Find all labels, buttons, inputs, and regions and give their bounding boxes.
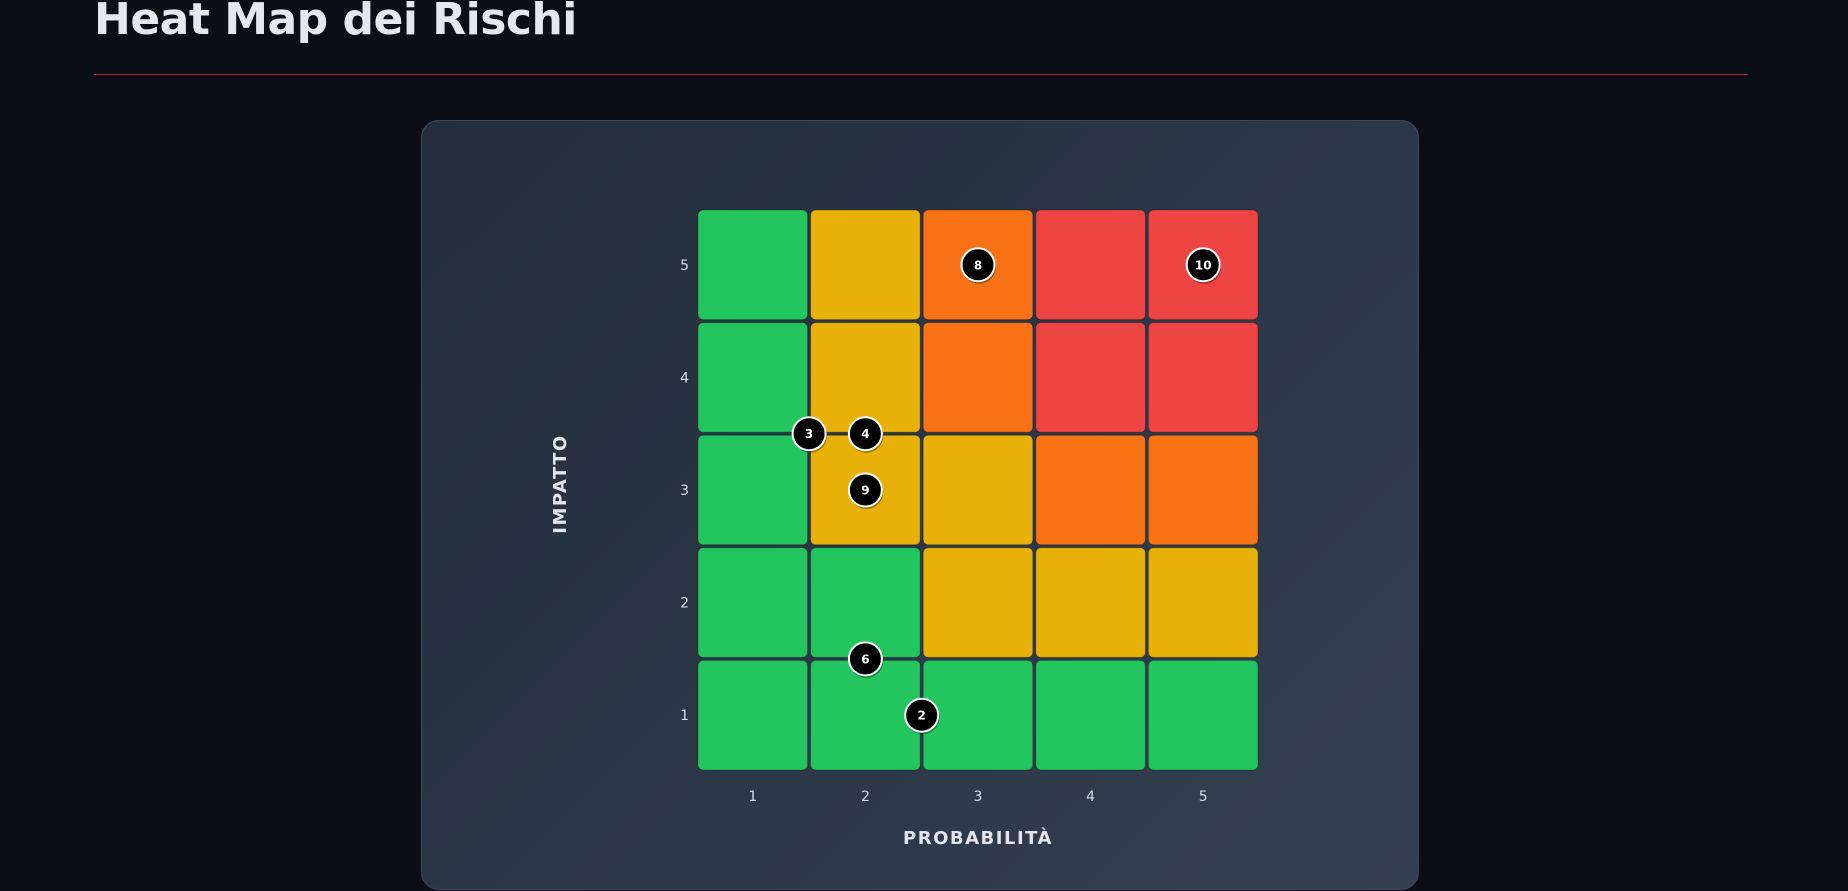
- risk-marker-label: 9: [861, 484, 869, 498]
- heatmap-cell-p2-i2: [810, 547, 921, 658]
- heatmap-cell-p1-i5: [697, 209, 809, 321]
- risk-marker-3[interactable]: 3: [791, 416, 828, 453]
- heatmap-cell-p1-i2: [697, 547, 809, 658]
- heatmap-cell-p3-i3: [922, 434, 1034, 546]
- heatmap-panel: 1 2 3 4 5 1 2 3 4 5 PROBABILITÀ IMPATTO 2 3 4 6 8 9 10: [421, 120, 1419, 890]
- heatmap-cell-p5-i4: [1147, 322, 1259, 433]
- risk-marker-label: 6: [861, 652, 869, 666]
- y-tick-label: 1: [680, 708, 689, 724]
- risk-marker-10[interactable]: 10: [1185, 247, 1222, 284]
- heatmap-cell-p2-i5: [810, 209, 921, 321]
- heatmap-cell-p3-i4: [922, 322, 1034, 433]
- x-tick-label: 1: [748, 789, 757, 805]
- heatmap-cell-p1-i3: [697, 434, 809, 546]
- page-title: Heat Map dei Rischi: [94, 0, 577, 45]
- heatmap-cell-p3-i1: [922, 659, 1034, 771]
- heatmap-cell-p4-i3: [1035, 434, 1146, 546]
- heatmap-cell-p5-i2: [1147, 547, 1259, 658]
- heatmap-cell-p4-i1: [1035, 659, 1146, 771]
- heatmap-cell-p5-i1: [1147, 659, 1259, 771]
- risk-marker-label: 10: [1195, 258, 1212, 272]
- risk-marker-label: 8: [974, 258, 982, 272]
- x-tick-label: 3: [974, 789, 983, 805]
- title-divider: [94, 74, 1748, 75]
- risk-marker-9[interactable]: 9: [847, 472, 884, 510]
- heatmap-cell-p1-i1: [697, 659, 809, 771]
- y-tick-label: 3: [680, 483, 689, 499]
- risk-marker-label: 3: [805, 427, 813, 441]
- heatmap-cell-p4-i4: [1035, 322, 1146, 433]
- risk-heatmap-chart: 1 2 3 4 5 1 2 3 4 5 PROBABILITÀ IMPATTO 2 3 4 6 8 9 10: [550, 209, 1259, 849]
- x-tick-label: 4: [1086, 789, 1095, 805]
- y-tick-label: 5: [680, 258, 689, 274]
- heatmap-cell-p2-i4: [810, 322, 921, 433]
- x-tick-label: 2: [861, 789, 870, 805]
- risk-marker-2[interactable]: 2: [904, 697, 940, 735]
- heatmap-cell-p1-i4: [697, 322, 809, 433]
- y-axis-title: IMPATTO: [550, 434, 571, 533]
- risk-marker-label: 4: [861, 427, 869, 441]
- risk-marker-8[interactable]: 8: [960, 247, 997, 284]
- y-tick-label: 4: [680, 370, 689, 386]
- risk-marker-label: 2: [918, 709, 926, 723]
- y-tick-label: 2: [680, 596, 689, 612]
- heatmap-cell-p4-i2: [1035, 547, 1146, 658]
- heatmap-cell-p3-i2: [922, 547, 1034, 658]
- heatmap-cell-p4-i5: [1035, 209, 1146, 321]
- heatmap-cell-p5-i3: [1147, 434, 1259, 546]
- x-axis-title: PROBABILITÀ: [903, 827, 1053, 849]
- risk-marker-6[interactable]: 6: [847, 641, 884, 678]
- risk-marker-4[interactable]: 4: [847, 416, 884, 453]
- x-tick-label: 5: [1199, 789, 1208, 805]
